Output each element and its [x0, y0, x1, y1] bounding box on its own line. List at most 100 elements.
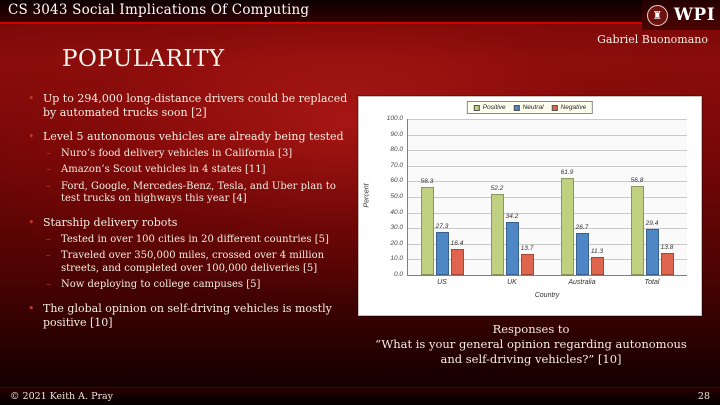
wpi-seal-icon: ♜	[646, 4, 668, 26]
bullet-text: Amazon’s Scout vehicles in 4 states [11]	[61, 164, 266, 176]
bullet-marker: •	[28, 301, 35, 315]
legend-item: Positive	[473, 104, 506, 111]
gridline	[407, 150, 687, 152]
gridline	[407, 119, 687, 120]
gridline	[407, 165, 687, 167]
legend-item: Neutral	[513, 104, 544, 111]
y-tick-label: 50.0	[390, 193, 403, 200]
sub-bullet-item: – Now deploying to college campuses [5]	[46, 279, 350, 292]
bullet-marker: –	[46, 250, 51, 262]
bar-value-label: 16.4	[450, 240, 464, 248]
bullet-item: • Level 5 autonomous vehicles are already…	[28, 130, 350, 144]
bullet-text: Nuro’s food delivery vehicles in Califor…	[61, 147, 293, 159]
course-title: CS 3043 Social Implications Of Computing	[8, 2, 310, 18]
x-tick-label: UK	[507, 279, 517, 286]
y-tick-label: 40.0	[390, 208, 403, 216]
bar-value-label: 61.9	[560, 169, 574, 177]
header-bar	[0, 0, 720, 22]
gridline	[407, 197, 687, 198]
y-tick-label: 70.0	[390, 161, 403, 169]
wpi-logo-text: WPI	[673, 5, 716, 25]
bar	[630, 186, 644, 275]
bullet-text: Up to 294,000 long-distance drivers coul…	[43, 92, 348, 119]
legend-swatch	[513, 104, 520, 111]
header-accent-line	[0, 22, 720, 24]
legend-swatch	[551, 104, 558, 111]
y-tick-label: 80.0	[390, 146, 403, 154]
bullet-text: Level 5 autonomous vehicles are already …	[43, 129, 344, 143]
bar-value-label: 27.3	[435, 223, 449, 231]
y-tick-label: 60.0	[390, 177, 403, 185]
bullet-marker: •	[28, 215, 35, 229]
bar	[560, 178, 574, 275]
y-axis-line	[407, 119, 408, 275]
bar-value-label: 52.2	[490, 184, 504, 192]
bullet-text: Starship delivery robots	[43, 215, 178, 229]
bar	[420, 187, 434, 275]
gridline	[407, 259, 687, 261]
bullet-marker: •	[28, 92, 35, 105]
slide-number: 28	[697, 391, 710, 402]
x-axis-line	[407, 275, 687, 276]
y-tick-label: 90.0	[390, 130, 403, 138]
bar-value-label: 26.7	[575, 224, 589, 232]
chart-caption-line2: “What is your general opinion regarding …	[375, 336, 687, 366]
bar-value-label: 29.4	[645, 220, 659, 228]
x-tick-label: Total	[644, 279, 660, 286]
bullet-text: Tested in over 100 cities in 20 differen…	[61, 233, 329, 245]
x-tick-label: US	[437, 279, 447, 286]
wpi-logo: ♜ WPI	[642, 0, 720, 30]
bar	[450, 249, 464, 275]
opinion-bar-chart: 0.0 10.0 20.0 30.0 40.0 50.0 60.0 70.0 80.0 90.0 1…	[358, 96, 702, 316]
gridline	[407, 228, 687, 230]
bullet-text: Ford, Google, Mercedes-Benz, Tesla, and …	[61, 180, 336, 205]
y-tick-label: 100.0	[386, 115, 403, 122]
slide-title: POPULARITY	[62, 46, 225, 72]
gridline	[407, 181, 687, 183]
bar-value-label: 34.2	[505, 212, 519, 220]
y-tick-label: 10.0	[390, 255, 403, 263]
bar-value-label: 13.7	[520, 244, 534, 252]
bar	[520, 253, 534, 275]
sub-bullet-item: – Nuro’s food delivery vehicles in Califo…	[46, 148, 350, 161]
legend-label: Neutral	[522, 104, 544, 111]
bullet-text: The global opinion on self-driving vehic…	[43, 301, 332, 329]
chart-caption: Responses to “What is your general opini…	[368, 322, 694, 367]
bar	[645, 229, 659, 275]
y-tick-label: 20.0	[390, 239, 403, 247]
bullet-marker: –	[46, 279, 51, 291]
bar-value-label: 13.8	[660, 244, 674, 252]
legend-label: Positive	[482, 104, 506, 111]
bar	[575, 233, 589, 275]
bullet-item: • Starship delivery robots	[28, 216, 350, 230]
bar	[660, 253, 674, 275]
legend-swatch	[473, 104, 480, 111]
y-tick-label: 30.0	[390, 224, 403, 232]
bar-value-label: 56.8	[630, 177, 644, 185]
sub-bullet-item: – Ford, Google, Mercedes-Benz, Tesla, and…	[46, 181, 350, 206]
copyright-text: © 2021 Keith A. Pray	[10, 391, 114, 402]
footer-bar: © 2021 Keith A. Pray 28	[0, 387, 720, 405]
legend-item: Negative	[551, 104, 587, 111]
bar-value-label: 56.3	[420, 178, 434, 186]
bullet-text: Traveled over 350,000 miles, crossed ove…	[61, 250, 325, 274]
sub-bullet-item: – Tested in over 100 cities in 20 differe…	[46, 234, 350, 247]
bullet-marker: –	[46, 233, 51, 245]
sub-bullet-item: – Traveled over 350,000 miles, crossed ov…	[46, 250, 350, 275]
bullet-marker: –	[46, 164, 51, 176]
bar-value-label: 11.3	[590, 248, 604, 256]
bullet-marker: –	[46, 147, 51, 159]
bullet-list: • Up to 294,000 long-distance drivers cou…	[28, 92, 350, 330]
gridline	[407, 134, 687, 136]
x-tick-label: Australia	[568, 279, 596, 286]
gridline	[407, 212, 687, 214]
legend-label: Negative	[560, 104, 587, 111]
chart-legend: Positive Neutral Negative	[466, 101, 594, 114]
bullet-marker: –	[46, 180, 51, 192]
bar	[590, 257, 604, 275]
author-name: Gabriel Buonomano	[597, 33, 708, 46]
axis-label-y: Percent	[363, 183, 371, 208]
bullet-item: • The global opinion on self-driving vehi…	[28, 302, 350, 330]
bar	[490, 193, 504, 275]
